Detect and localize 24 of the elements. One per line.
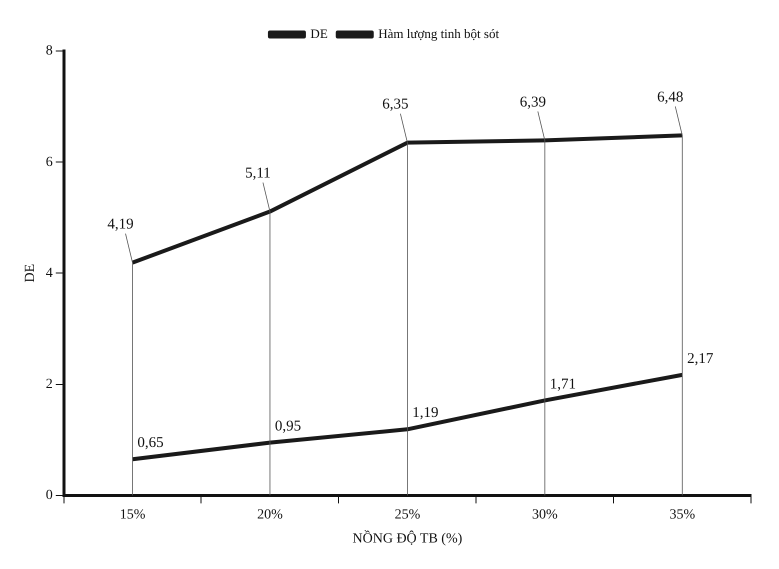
x-tick-label: 20% [257, 507, 284, 522]
x-tick-label: 30% [532, 507, 558, 522]
y-tick-label: 0 [46, 488, 53, 504]
y-tick-label: 6 [46, 154, 53, 170]
data-label: 1,71 [550, 376, 576, 392]
data-label: 0,95 [274, 418, 302, 435]
y-tick-label: 8 [46, 44, 53, 59]
x-axis-title: NỒNG ĐỘ TB (%) [352, 529, 463, 546]
data-label: 0,65 [137, 435, 164, 452]
data-label: 1,19 [412, 405, 439, 422]
x-tick-label: 35% [669, 507, 696, 522]
y-axis-title: DE [23, 264, 38, 283]
legend-label: Hàm lượng tinh bột sót [378, 26, 500, 41]
x-tick-label: 25% [394, 507, 421, 522]
data-label: 4,19 [107, 216, 134, 233]
data-label: 5,11 [245, 165, 271, 182]
data-label: 6,48 [657, 89, 684, 106]
y-tick-label: 4 [46, 266, 53, 281]
x-tick-label: 15% [120, 507, 146, 522]
legend-label: DE [310, 26, 328, 41]
data-label: 6,39 [520, 94, 546, 110]
data-label: 6,35 [382, 96, 409, 113]
y-tick-label: 2 [46, 376, 53, 392]
data-label: 2,17 [687, 350, 714, 367]
